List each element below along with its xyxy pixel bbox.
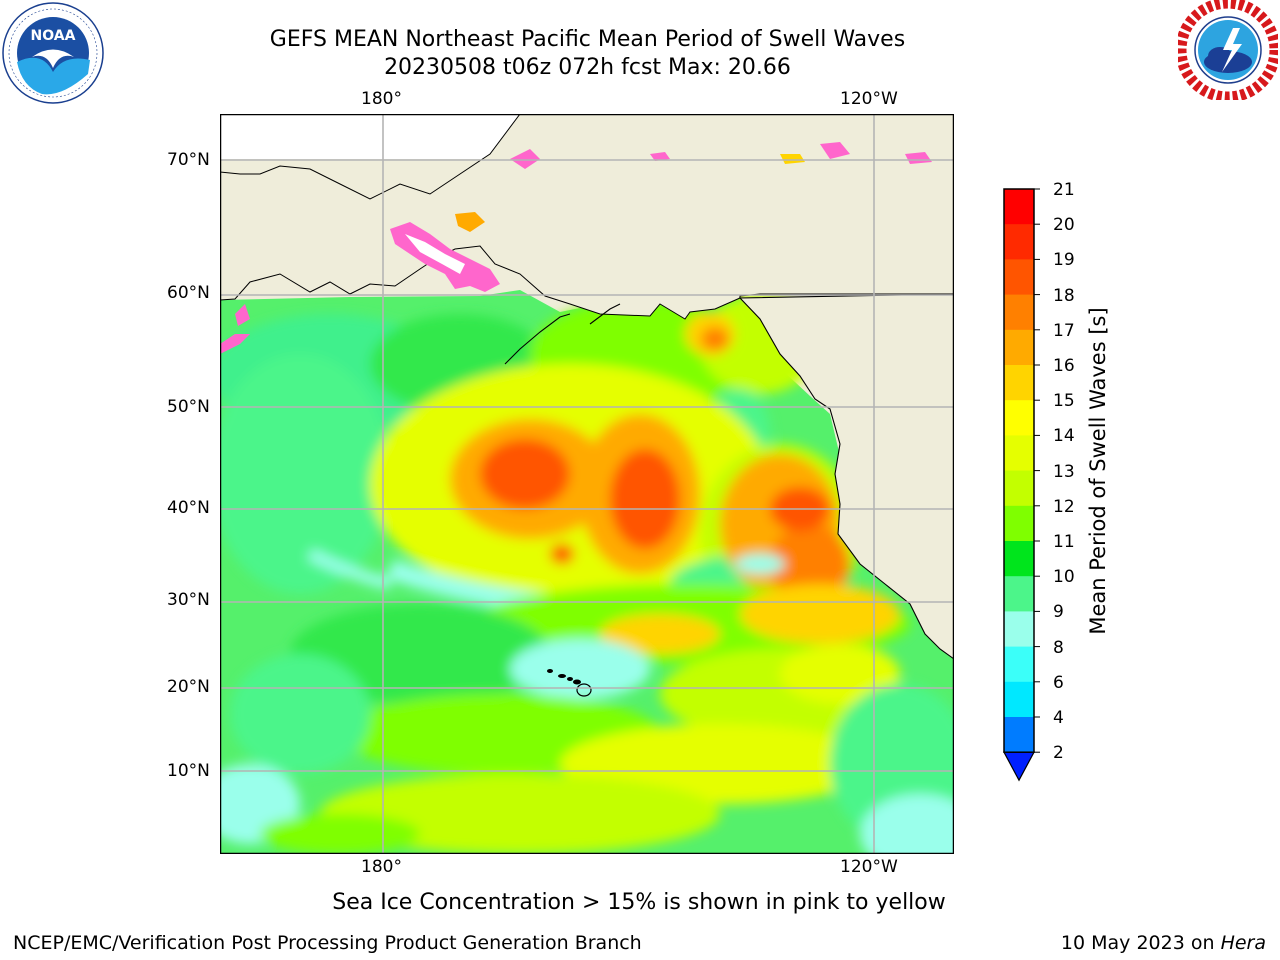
colorbar-tick-label: 9 — [1053, 602, 1064, 623]
colorbar-tick-label: 6 — [1053, 672, 1064, 693]
colorbar-tick-label: 2 — [1053, 743, 1064, 764]
colorbar — [1000, 186, 1040, 786]
lat-label-40n: 40°N — [167, 498, 210, 518]
colorbar-segment — [1004, 505, 1034, 542]
sea-ice-note: Sea Ice Concentration > 15% is shown in … — [332, 890, 946, 915]
colorbar-segment — [1004, 611, 1034, 648]
noaa-logo: NOAA — [2, 2, 104, 104]
colorbar-segment — [1004, 329, 1034, 366]
colorbar-tick-label: 11 — [1053, 532, 1075, 552]
chart-subtitle: 20230508 t06z 072h fcst Max: 20.66 — [384, 55, 791, 80]
colorbar-tick-label: 17 — [1053, 320, 1075, 341]
lat-label-70n: 70°N — [167, 150, 210, 170]
colorbar-label: Mean Period of Swell Waves [s] — [1086, 307, 1110, 635]
colorbar-segment — [1004, 470, 1034, 507]
colorbar-tick-label: 20 — [1053, 215, 1075, 236]
colorbar-tick-label: 4 — [1053, 708, 1064, 728]
north-america-west-coast — [738, 293, 954, 660]
colorbar-under-arrow — [1002, 751, 1036, 782]
colorbar-tick-label: 15 — [1053, 391, 1075, 412]
map-panel — [220, 114, 954, 854]
colorbar-tick-label: 19 — [1053, 250, 1075, 271]
colorbar-segment — [1004, 576, 1034, 612]
lat-label-60n: 60°N — [167, 283, 210, 303]
colorbar-graphic — [1002, 188, 1040, 782]
colorbar-segment — [1004, 224, 1034, 260]
colorbar-segment — [1004, 259, 1034, 296]
alaska-mainland — [220, 114, 954, 320]
lon-label-bottom-120w: 120°W — [840, 857, 898, 877]
colorbar-tick-label: 8 — [1053, 637, 1064, 658]
hawaiian-islands — [547, 669, 592, 697]
colorbar-segment — [1004, 365, 1034, 401]
lat-label-10n: 10°N — [167, 761, 210, 781]
footer-date-text: 10 May 2023 on — [1060, 932, 1221, 954]
colorbar-tick-label: 16 — [1053, 356, 1075, 376]
colorbar-tick-label: 13 — [1053, 461, 1075, 482]
noaa-logo-text: NOAA — [31, 28, 76, 44]
colorbar-ticks: 21 20 19 18 17 16 15 14 13 12 11 10 9 8 6 4 2 — [1053, 180, 1093, 770]
swell-period-map — [220, 114, 954, 854]
colorbar-tick-label: 21 — [1053, 180, 1075, 200]
lat-label-30n: 30°N — [167, 590, 210, 610]
colorbar-segment — [1004, 646, 1034, 683]
alaska-coast — [504, 303, 621, 365]
colorbar-segment — [1004, 189, 1034, 225]
footer-machine: Hera — [1220, 932, 1266, 954]
colorbar-segment — [1004, 717, 1034, 753]
colorbar-segment — [1004, 681, 1034, 718]
chart-title: GEFS MEAN Northeast Pacific Mean Period … — [269, 27, 906, 52]
footer-credit: NCEP/EMC/Verification Post Processing Pr… — [13, 932, 642, 954]
colorbar-tick-label: 10 — [1053, 567, 1075, 588]
colorbar-segment — [1004, 435, 1034, 472]
colorbar-tick-label: 18 — [1053, 285, 1075, 306]
colorbar-tick-label: 14 — [1053, 426, 1075, 447]
colorbar-segment — [1004, 541, 1034, 577]
colorbar-tick-label: 12 — [1053, 496, 1075, 517]
colorbar-segment — [1004, 400, 1034, 436]
lon-label-top-180: 180° — [361, 89, 402, 109]
footer-date: 10 May 2023 on Hera — [1061, 932, 1266, 954]
colorbar-segment — [1004, 294, 1034, 331]
lon-label-top-120w: 120°W — [840, 89, 898, 109]
sea-ice-overlay — [220, 142, 932, 354]
lon-label-bottom-180: 180° — [361, 857, 402, 877]
lat-label-20n: 20°N — [167, 677, 210, 697]
lat-label-50n: 50°N — [167, 397, 210, 417]
nws-logo — [1175, 0, 1280, 103]
graticule — [220, 114, 954, 854]
